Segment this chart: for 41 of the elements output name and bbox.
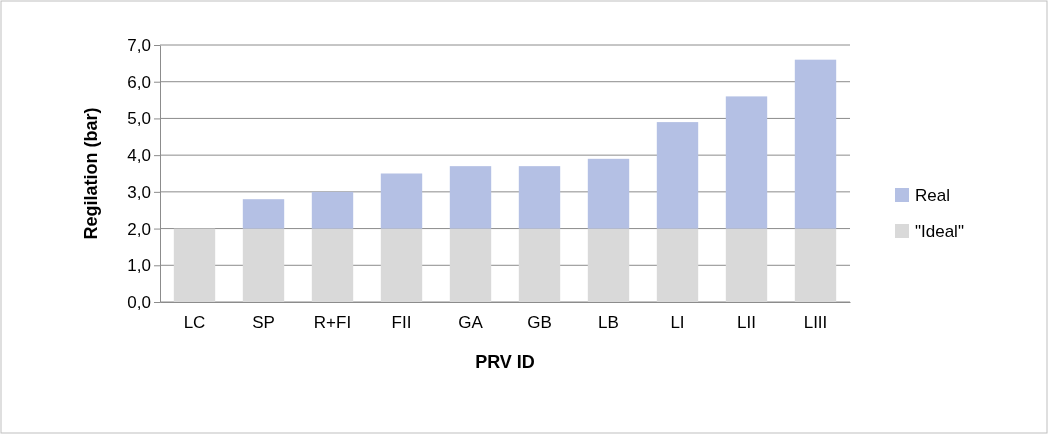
bar (173, 228, 216, 302)
bar (656, 228, 699, 302)
x-tick-label: R+FI (313, 313, 352, 333)
bar (380, 228, 423, 302)
y-tick-label: 3,0 (127, 182, 151, 202)
bar (449, 228, 492, 302)
bar (242, 199, 285, 229)
x-axis-title: PRV ID (475, 352, 535, 372)
bar (656, 122, 699, 229)
y-tick-label: 2,0 (127, 219, 151, 239)
x-tick-label: GB (527, 313, 552, 333)
legend-label: "Ideal" (915, 222, 964, 241)
bar (794, 228, 837, 302)
bar (449, 166, 492, 229)
bar (311, 191, 354, 229)
x-tick-label: GA (458, 313, 484, 333)
y-tick-label: 1,0 (127, 256, 151, 276)
x-tick-label: LII (737, 313, 756, 333)
bar (587, 228, 630, 302)
y-tick-label: 5,0 (127, 109, 151, 129)
bar (242, 228, 285, 302)
bar (725, 228, 768, 302)
y-tick-label: 0,0 (127, 292, 151, 312)
y-axis-title: Regilation (bar) (81, 107, 101, 240)
bar (518, 166, 561, 229)
x-tick-label: LI (670, 313, 685, 333)
bar (725, 96, 768, 229)
y-tick-label: 6,0 (127, 72, 151, 92)
bar (794, 59, 837, 229)
x-tick-label: LIII (803, 313, 828, 333)
legend-label: Real (915, 186, 950, 205)
y-tick-label: 7,0 (127, 35, 151, 55)
x-tick-label: FII (391, 313, 412, 333)
x-tick-label: SP (252, 313, 275, 333)
bar (311, 228, 354, 302)
bar (518, 228, 561, 302)
x-tick-label: LB (598, 313, 619, 333)
x-tick-label: LC (183, 313, 206, 333)
y-tick-label: 4,0 (127, 146, 151, 166)
bar (380, 173, 423, 229)
bar (587, 158, 630, 229)
